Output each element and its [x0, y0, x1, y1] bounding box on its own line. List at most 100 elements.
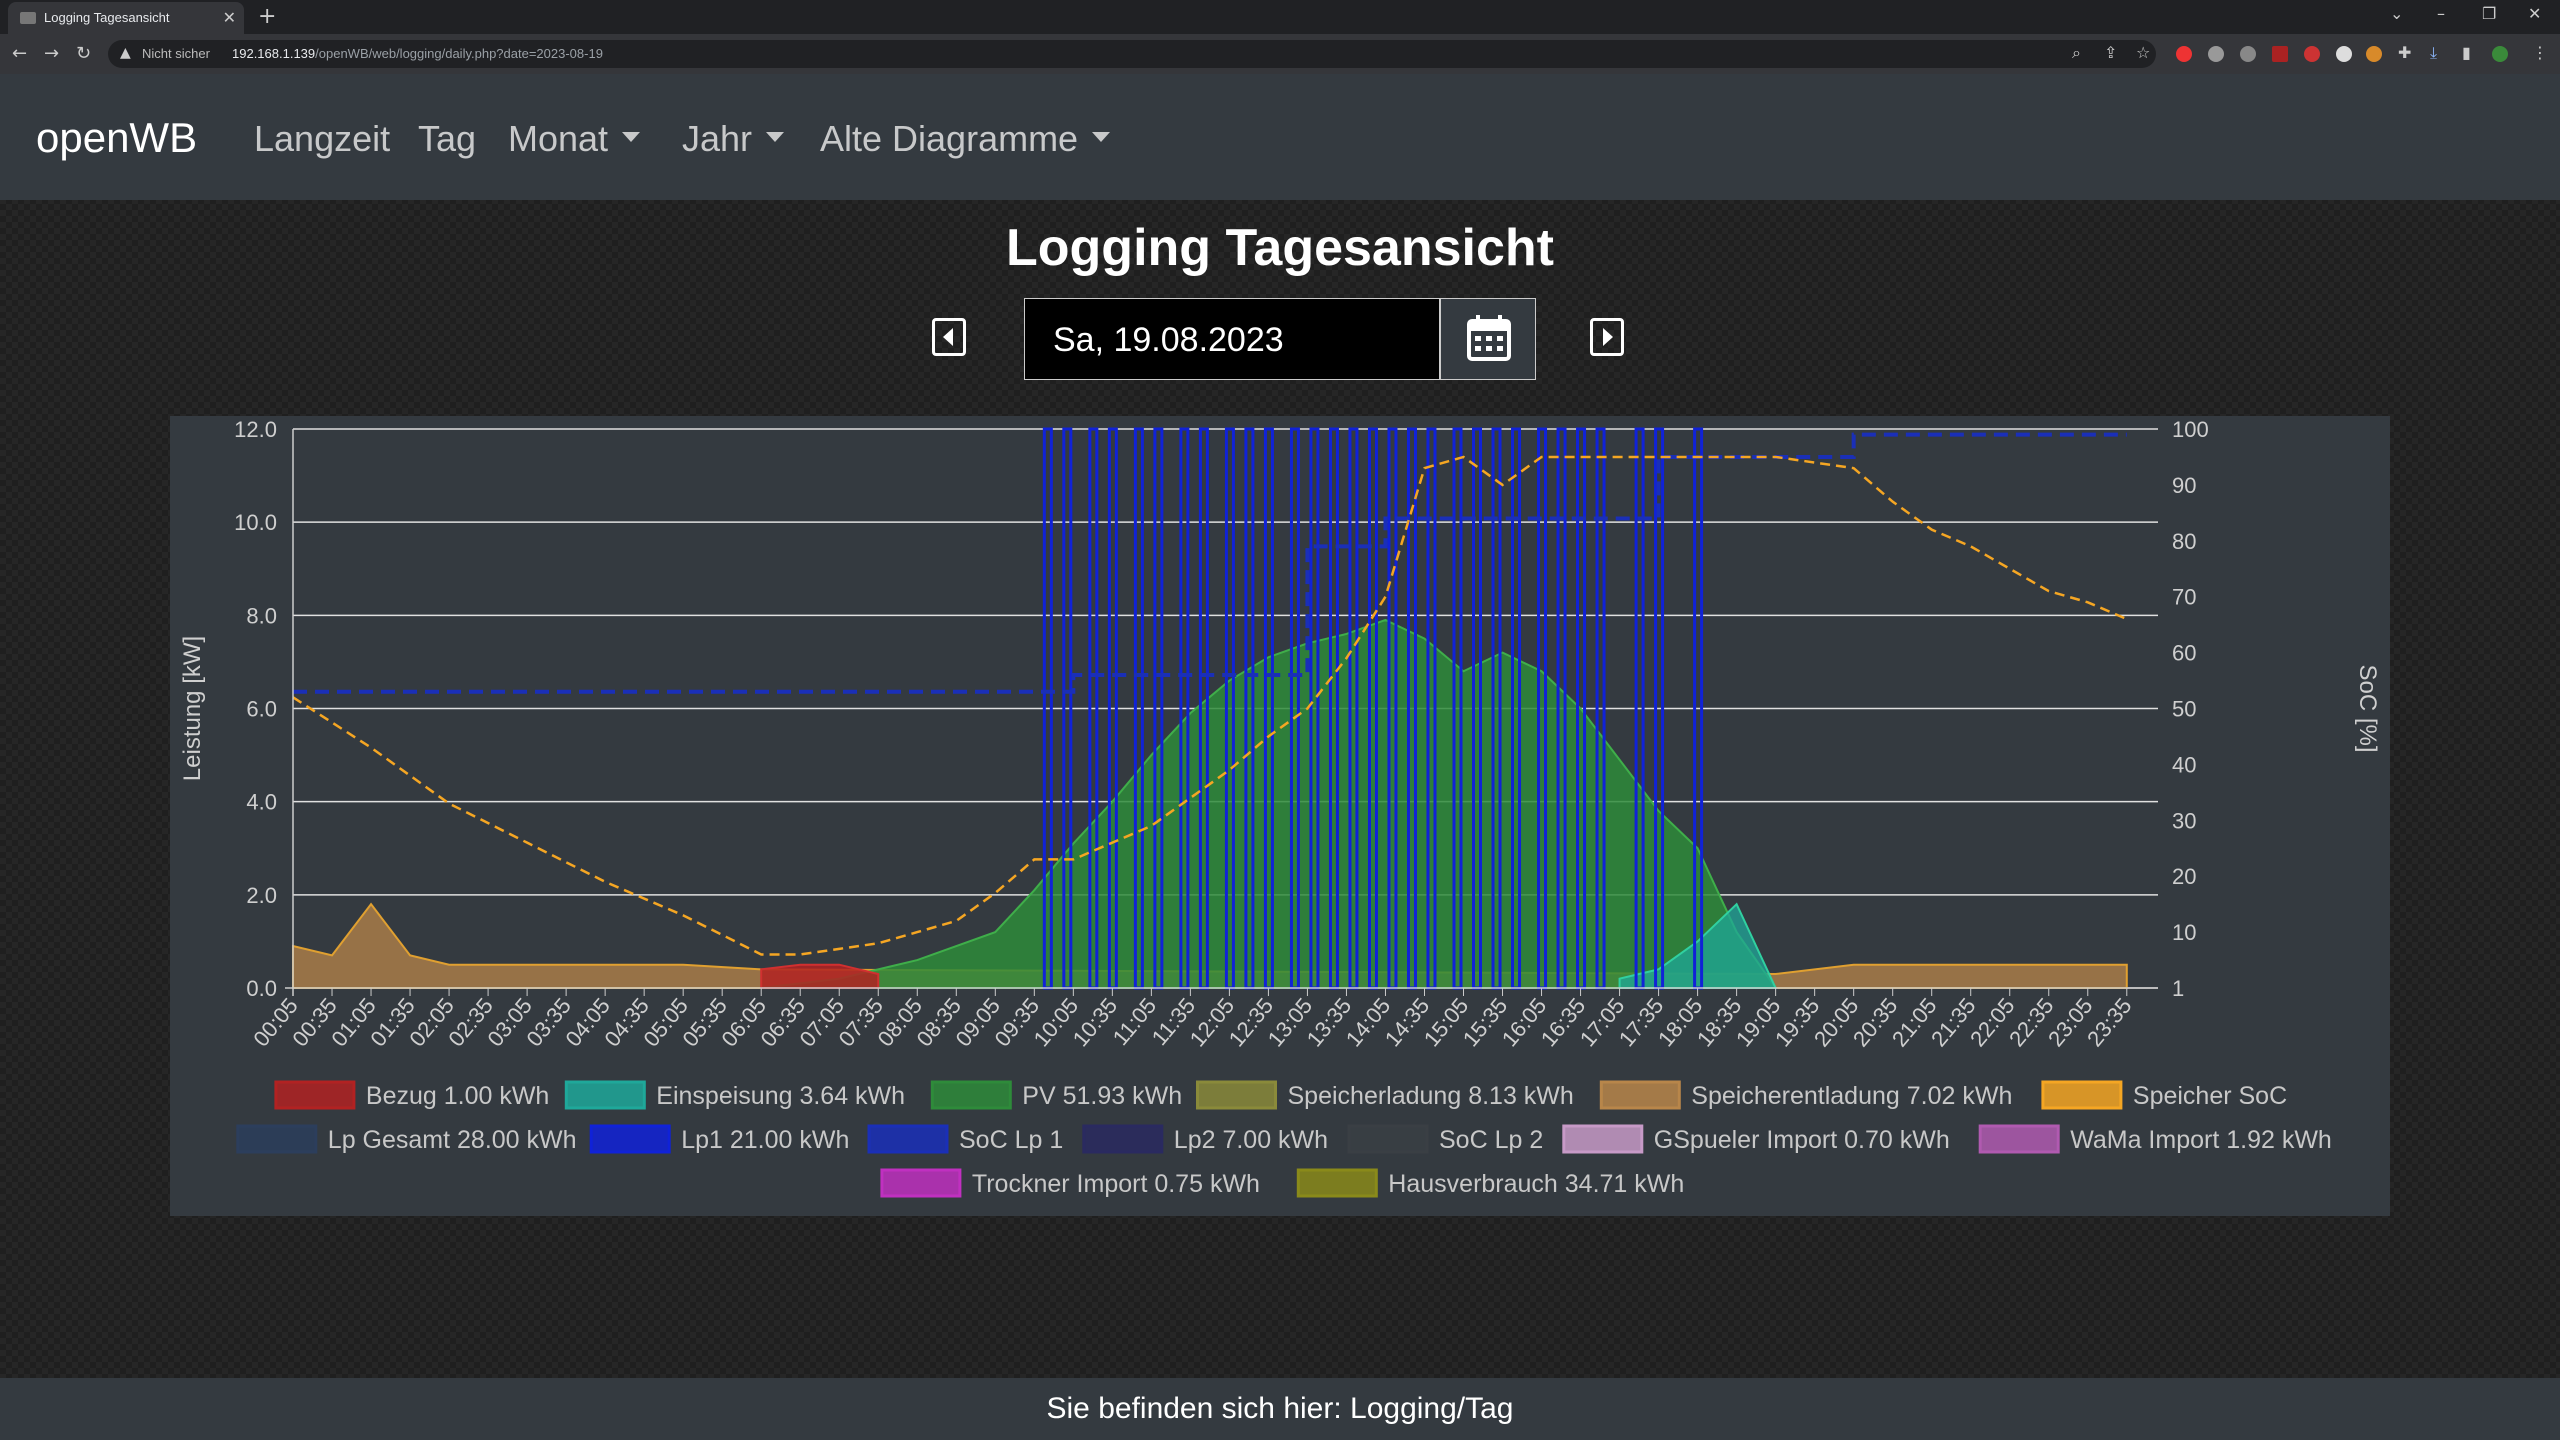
browser-tab[interactable]: Logging Tagesansicht ✕ [8, 2, 244, 34]
url-host: 192.168.1.139 [232, 46, 316, 61]
x-tick-label: 10:35 [1068, 993, 1123, 1051]
sidepanel-icon[interactable]: ▮ [2462, 43, 2471, 62]
breadcrumb: Sie befinden sich hier: Logging/Tag [1046, 1392, 1514, 1425]
extension-icon[interactable] [2240, 46, 2256, 62]
favicon-icon [20, 12, 36, 24]
bezug-area [760, 963, 880, 989]
nav-jahr-label: Jahr [682, 118, 753, 159]
chevron-down-icon [1092, 132, 1111, 143]
extension-icon[interactable] [2272, 46, 2288, 62]
previous-day-button[interactable] [930, 316, 970, 360]
y-tick-label-right: 1 [2172, 976, 2184, 1001]
y-tick-label-right: 20 [2172, 864, 2196, 889]
page-title: Logging Tagesansicht [1006, 219, 1554, 277]
y-tick-label-right: 100 [2172, 417, 2209, 442]
y-tick-label-right: 40 [2172, 752, 2196, 777]
y-tick-label-right: 90 [2172, 473, 2196, 498]
footer: Sie befinden sich hier: Logging/Tag [0, 1378, 2560, 1440]
legend-swatch [880, 1168, 962, 1198]
reload-icon[interactable]: ↻ [76, 43, 92, 64]
y-tick-label-left: 6.0 [246, 697, 277, 722]
next-day-button[interactable] [1588, 316, 1628, 360]
legend-label: Lp2 7.00 kWh [1174, 1126, 1328, 1154]
minimize-button[interactable]: – [2437, 4, 2445, 23]
url-text: 192.168.1.139/openWB/web/logging/daily.p… [232, 46, 603, 61]
url-path: /openWB/web/logging/daily.php?date=2023-… [315, 46, 603, 61]
menu-kebab-icon[interactable]: ⋮ [2532, 43, 2548, 62]
legend-label: Bezug 1.00 kWh [366, 1082, 549, 1110]
tab-search-icon[interactable]: ⌄ [2390, 4, 2404, 23]
y-tick-label-left: 4.0 [246, 790, 277, 815]
legend-label: Speicherentladung 7.02 kWh [1691, 1082, 2012, 1110]
caret-left-icon [932, 318, 966, 356]
new-tab-button[interactable]: + [258, 4, 277, 29]
legend-swatch [236, 1124, 318, 1154]
profile-avatar-icon[interactable] [2492, 46, 2508, 62]
pv-area [761, 618, 1778, 989]
share-icon[interactable]: ⇪ [2104, 43, 2118, 62]
legend-label: PV 51.93 kWh [1022, 1082, 1182, 1110]
date-input[interactable]: Sa, 19.08.2023 [1024, 298, 1440, 380]
back-icon[interactable]: ← [12, 43, 28, 64]
legend-swatch [1562, 1124, 1644, 1154]
legend-swatch [1599, 1080, 1681, 1110]
y-tick-label-right: 70 [2172, 585, 2196, 610]
legend-label: Lp1 21.00 kWh [681, 1126, 849, 1154]
restore-button[interactable]: ❐ [2482, 4, 2497, 23]
nav-tag[interactable]: Tag [418, 118, 477, 159]
legend-label: Hausverbrauch 34.71 kWh [1388, 1170, 1684, 1198]
close-window-button[interactable]: ✕ [2528, 4, 2542, 23]
extension-icon[interactable] [2304, 46, 2320, 62]
nav-alte-diagramme-dropdown[interactable]: Alte Diagramme [820, 118, 1111, 160]
calendar-icon [1467, 315, 1511, 361]
legend-label: Speicher SoC [2133, 1082, 2287, 1110]
nav-monat-label: Monat [508, 118, 609, 159]
forward-icon[interactable]: → [44, 43, 60, 64]
brand-logo[interactable]: openWB [36, 114, 198, 161]
y-tick-label-right: 10 [2172, 920, 2196, 945]
extension-icon[interactable] [2336, 46, 2352, 62]
nav-langzeit[interactable]: Langzeit [254, 118, 391, 159]
y-tick-label-left: 10.0 [234, 510, 277, 535]
legend-swatch [930, 1080, 1012, 1110]
y-tick-label-left: 8.0 [246, 603, 277, 628]
address-bar: ← → ↻ ▲ Nicht sicher 192.168.1.139/openW… [0, 34, 2560, 74]
extension-icon[interactable] [2208, 46, 2224, 62]
legend-swatch [2041, 1080, 2123, 1110]
zoom-icon[interactable]: ⌕ [2072, 43, 2081, 62]
extension-icon[interactable] [2366, 46, 2382, 62]
y-axis-title-left: Leistung [kW] [179, 636, 206, 781]
bookmark-star-icon[interactable]: ☆ [2136, 43, 2151, 62]
not-secure-label: Nicht sicher [142, 46, 210, 61]
y-tick-label-right: 30 [2172, 808, 2196, 833]
legend-label: Trockner Import 0.75 kWh [972, 1170, 1260, 1198]
nav-monat-dropdown[interactable]: Monat [508, 118, 641, 160]
calendar-button[interactable] [1440, 298, 1536, 380]
y-tick-label-right: 50 [2172, 697, 2196, 722]
x-tick-label: 11:05 [1108, 993, 1161, 1050]
nav-jahr-dropdown[interactable]: Jahr [682, 118, 785, 160]
y-axis-title-right: SoC [%] [2354, 664, 2381, 752]
close-tab-icon[interactable]: ✕ [222, 8, 236, 27]
soc-lp1-line [293, 432, 2127, 694]
chevron-down-icon [622, 132, 641, 143]
date-value: Sa, 19.08.2023 [1053, 321, 1284, 359]
chart-canvas: 0.0 2.0 4.0 6.0 8.0 10.0 12.0 1 10 20 30 40 50 60 70 80… [179, 417, 2381, 1198]
download-icon[interactable]: ⤓ [2430, 43, 2438, 62]
warning-icon: ▲ [120, 45, 131, 61]
speicher-soc-line [292, 455, 2128, 956]
legend-swatch [867, 1124, 949, 1154]
url-field[interactable]: ▲ Nicht sicher 192.168.1.139/openWB/web/… [108, 40, 2156, 68]
legend-swatch [274, 1080, 356, 1110]
legend-label: Speicherladung 8.13 kWh [1288, 1082, 1574, 1110]
legend-swatch [589, 1124, 671, 1154]
x-tick-label: 23:35 [2082, 993, 2137, 1051]
adblock-extension-icon[interactable] [2176, 46, 2192, 62]
y-tick-label-left: 0.0 [246, 976, 277, 1001]
daily-chart: 0.0 2.0 4.0 6.0 8.0 10.0 12.0 1 10 20 30 40 50 60 70 80… [170, 416, 2390, 1216]
legend-label: Einspeisung 3.64 kWh [656, 1082, 905, 1110]
browser-tab-bar: Logging Tagesansicht ✕ + ⌄ – ❐ ✕ [0, 0, 2560, 34]
extensions-puzzle-icon[interactable]: ✚ [2398, 43, 2412, 62]
chevron-down-icon [766, 132, 785, 143]
y-tick-label-left: 12.0 [234, 417, 277, 442]
